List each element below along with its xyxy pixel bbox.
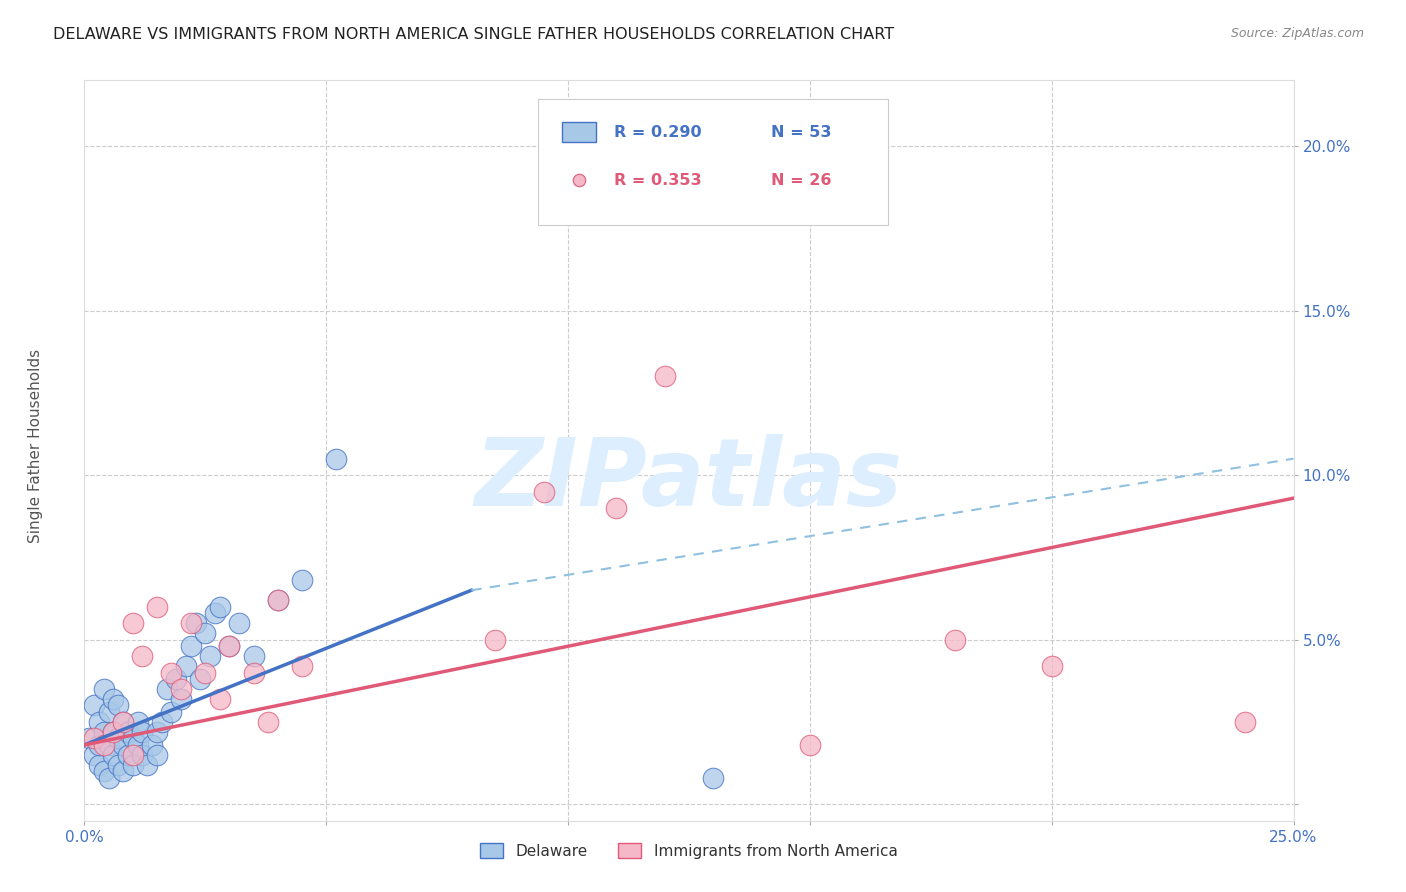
Text: Single Father Households: Single Father Households [28, 349, 42, 543]
Point [160, 665, 183, 680]
Point [155, 681, 177, 696]
Point [83, 698, 105, 713]
Point [112, 764, 135, 779]
Point [208, 692, 231, 706]
Point [484, 632, 506, 647]
Point [180, 616, 202, 631]
Point [112, 714, 135, 729]
Point [170, 692, 193, 706]
Point [605, 501, 627, 516]
Point [83, 747, 105, 762]
Point [194, 626, 217, 640]
Point [127, 738, 149, 752]
Text: DELAWARE VS IMMIGRANTS FROM NORTH AMERICA SINGLE FATHER HOUSEHOLDS CORRELATION C: DELAWARE VS IMMIGRANTS FROM NORTH AMERIC… [53, 27, 894, 42]
Point [204, 607, 226, 621]
Text: ZIPatlas: ZIPatlas [475, 434, 903, 526]
Legend: Delaware, Immigrants from North America: Delaware, Immigrants from North America [474, 837, 904, 865]
Point [112, 738, 135, 752]
Point [117, 724, 139, 739]
Point [117, 747, 139, 762]
Point [131, 649, 153, 664]
Point [702, 771, 724, 785]
Point [141, 738, 163, 752]
Text: N = 26: N = 26 [770, 173, 832, 187]
Point [87, 738, 110, 752]
Point [121, 731, 143, 746]
Point [103, 747, 125, 762]
Point [174, 659, 197, 673]
Point [93, 724, 115, 739]
Point [83, 731, 105, 746]
Point [799, 738, 821, 752]
Point [131, 724, 153, 739]
Text: Source: ZipAtlas.com: Source: ZipAtlas.com [1230, 27, 1364, 40]
Point [291, 574, 314, 588]
Point [267, 593, 290, 607]
Point [267, 593, 290, 607]
Point [257, 714, 280, 729]
Point [93, 681, 115, 696]
Point [112, 714, 135, 729]
Point [87, 757, 110, 772]
Point [136, 757, 159, 772]
Point [103, 724, 125, 739]
Point [160, 705, 183, 719]
Text: R = 0.290: R = 0.290 [614, 125, 702, 140]
Point [150, 714, 173, 729]
Point [208, 599, 231, 614]
Point [93, 738, 115, 752]
Point [218, 639, 240, 653]
FancyBboxPatch shape [562, 121, 596, 143]
Point [93, 764, 115, 779]
Point [121, 757, 143, 772]
Point [194, 665, 217, 680]
FancyBboxPatch shape [538, 99, 889, 225]
Point [121, 747, 143, 762]
Point [107, 731, 129, 746]
Point [97, 738, 120, 752]
Point [190, 672, 212, 686]
Point [1040, 659, 1063, 673]
Point [77, 731, 100, 746]
Point [325, 451, 347, 466]
Point [97, 705, 120, 719]
Point [103, 692, 125, 706]
Text: R = 0.353: R = 0.353 [614, 173, 702, 187]
Point [107, 698, 129, 713]
Point [146, 747, 169, 762]
Point [198, 649, 221, 664]
Point [533, 484, 555, 499]
Text: N = 53: N = 53 [770, 125, 832, 140]
Point [654, 369, 676, 384]
Point [121, 616, 143, 631]
Point [87, 714, 110, 729]
Point [228, 616, 250, 631]
Point [943, 632, 966, 647]
Point [97, 771, 120, 785]
Point [103, 724, 125, 739]
Point [218, 639, 240, 653]
Point [146, 599, 169, 614]
Point [170, 681, 193, 696]
Point [165, 672, 187, 686]
Point [291, 659, 314, 673]
Point [131, 747, 153, 762]
Point [184, 616, 207, 631]
Point [146, 724, 169, 739]
Point [242, 649, 264, 664]
Point [242, 665, 264, 680]
Point [180, 639, 202, 653]
Point [107, 757, 129, 772]
Point [1234, 714, 1257, 729]
Point [127, 714, 149, 729]
